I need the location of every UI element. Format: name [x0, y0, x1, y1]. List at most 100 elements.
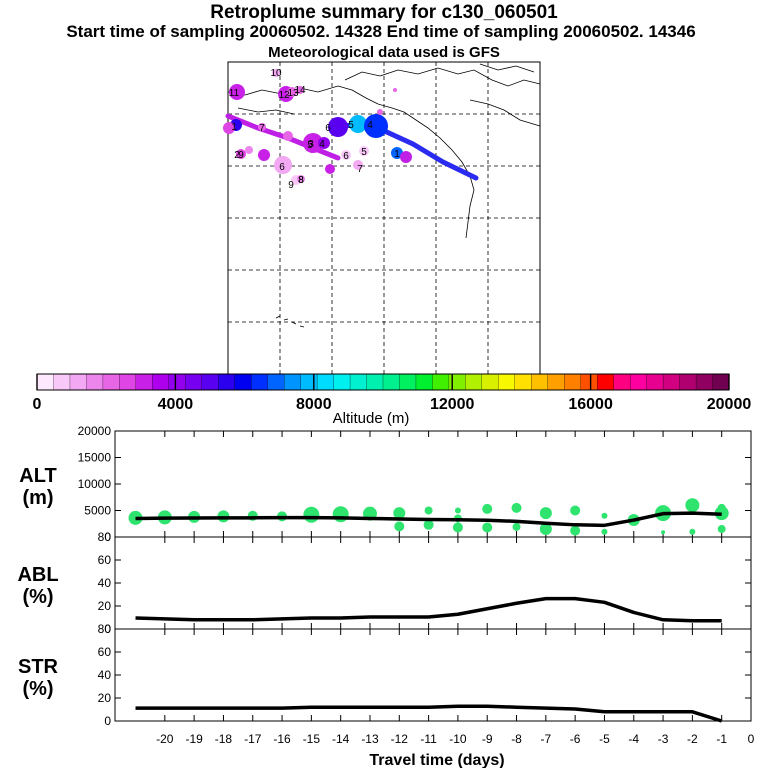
- xtick-label-3: -17: [244, 732, 262, 746]
- map-point-label-13: 7: [357, 164, 363, 175]
- colorbar-cell-20: [366, 373, 384, 391]
- alt-scatter-point-19: [512, 522, 521, 531]
- map-point-label-12: 8: [298, 175, 304, 186]
- alt-scatter-point-33: [717, 525, 726, 534]
- ytick-label-alt-2: 10000: [78, 477, 112, 491]
- colorbar-cell-7: [152, 373, 170, 391]
- colorbar-cell-34: [597, 373, 615, 391]
- ylabel-abl-line2: (%): [22, 586, 53, 608]
- colorbar-cell-30: [531, 373, 549, 391]
- map-point-8: [283, 131, 293, 141]
- xtick-label-5: -15: [303, 732, 321, 746]
- alt-scatter-point-18: [511, 502, 522, 513]
- colorbar-cell-10: [201, 373, 219, 391]
- alt-scatter-point-20: [539, 507, 552, 520]
- meteorology-subtitle: Meteorological data used is GFS: [268, 44, 500, 61]
- colorbar-tick-label-3: 12000: [430, 396, 475, 413]
- series-line-alt: [135, 511, 722, 528]
- ylabel-alt-line2: (m): [22, 487, 53, 509]
- sampling-time-subtitle: Start time of sampling 20060502. 14328 E…: [66, 22, 696, 41]
- map-point-9: [303, 133, 323, 153]
- colorbar-cell-24: [432, 373, 450, 391]
- ytick-label-alt-0: 0: [104, 530, 111, 544]
- colorbar-tick-label-1: 4000: [158, 396, 194, 413]
- ytick-label-alt-1: 5000: [84, 504, 111, 518]
- map-point-label-15: 5: [361, 147, 367, 158]
- map-point-27: [393, 88, 397, 92]
- colorbar-cell-19: [349, 373, 367, 391]
- alt-scatter-point-24: [601, 512, 608, 519]
- map-point-18: [274, 156, 292, 174]
- xtick-label-4: -16: [273, 732, 291, 746]
- ylabel-str-line1: STR: [18, 656, 59, 678]
- colorbar-cell-21: [382, 373, 400, 391]
- colorbar-cell-27: [481, 373, 499, 391]
- map-point-label-20: 8: [298, 175, 304, 186]
- map-point-label-18: 1: [394, 149, 400, 160]
- map-point-label-3: 13: [287, 88, 299, 99]
- colorbar-cell-41: [712, 373, 730, 391]
- map-point-label-10: 4: [367, 120, 373, 131]
- colorbar-cell-1: [53, 373, 71, 391]
- ytick-label-alt-4: 20000: [78, 424, 112, 438]
- xaxis-title: Travel time (days): [369, 752, 504, 768]
- colorbar-cell-25: [448, 373, 466, 391]
- colorbar-cell-35: [613, 373, 631, 391]
- colorbar-cell-3: [86, 373, 104, 391]
- colorbar-cell-2: [69, 373, 87, 391]
- xtick-label-13: -7: [541, 732, 552, 746]
- alt-scatter-point-6: [303, 506, 320, 523]
- ytick-label-str-1: 20: [98, 691, 112, 705]
- map-point-label-19: 9: [238, 150, 244, 161]
- ytick-label-str-3: 60: [98, 645, 112, 659]
- series-line-abl: [135, 596, 722, 623]
- colorbar-cell-38: [662, 373, 681, 391]
- ytick-label-abl-1: 20: [98, 599, 112, 613]
- map-point-15: [236, 149, 246, 159]
- map-point-13: [364, 114, 388, 138]
- colorbar-cell-36: [629, 373, 648, 391]
- map-point-label-21: 4: [319, 139, 325, 150]
- map-point-label-5: 1: [231, 122, 237, 133]
- ylabel-alt-line1: ALT: [19, 465, 56, 487]
- map-point-26: [400, 151, 412, 163]
- colorbar-cell-32: [564, 373, 582, 391]
- map-point-label-7: 3: [308, 139, 314, 150]
- map-point-4: [296, 86, 304, 94]
- colorbar-cell-0: [36, 373, 54, 391]
- alt-scatter-point-30: [689, 528, 696, 535]
- ytick-label-str-0: 0: [104, 714, 111, 728]
- colorbar-cell-13: [251, 373, 269, 391]
- map-point-21: [325, 164, 335, 174]
- colorbar-cell-5: [119, 373, 137, 391]
- alt-scatter-point-16: [482, 503, 493, 514]
- colorbar-cell-4: [102, 373, 120, 391]
- map-point-7: [258, 123, 266, 131]
- map-point-label-17: 7: [259, 123, 265, 134]
- colorbar-cell-26: [465, 373, 483, 391]
- map-point-label-8: 6: [325, 123, 331, 134]
- map-point-11: [328, 117, 348, 137]
- colorbar-cell-12: [234, 373, 252, 391]
- colorbar-cells: [36, 373, 730, 391]
- colorbar-cell-6: [135, 373, 153, 391]
- colorbar-ticks: 0 4000 8000 12000 16000 20000: [33, 374, 751, 413]
- xtick-label-2: -18: [215, 732, 233, 746]
- map-point-label-16: 6: [343, 151, 349, 162]
- xtick-label-9: -11: [420, 732, 437, 746]
- map-point-label-11: 9: [288, 180, 294, 191]
- colorbar-cell-14: [267, 373, 285, 391]
- xtick-label-11: -9: [482, 732, 493, 746]
- map-point-25: [391, 147, 403, 159]
- map-point-label-6: 2: [234, 150, 240, 161]
- colorbar-cell-33: [580, 373, 598, 391]
- ytick-label-abl-3: 60: [98, 553, 112, 567]
- colorbar-cell-29: [514, 373, 532, 391]
- alt-scatter-point-12: [423, 519, 434, 530]
- map-graticule: [228, 62, 540, 374]
- alt-scatter-point-15: [452, 522, 463, 533]
- map-point-label-0: 10: [270, 68, 282, 79]
- colorbar-cell-15: [283, 373, 302, 391]
